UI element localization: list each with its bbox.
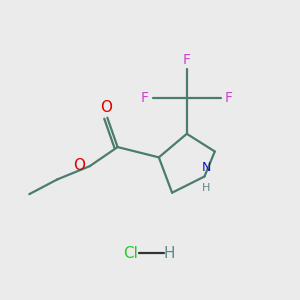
Text: F: F	[225, 92, 233, 106]
Text: H: H	[164, 246, 175, 261]
Text: N: N	[201, 161, 211, 174]
Text: Cl: Cl	[123, 246, 138, 261]
Text: O: O	[100, 100, 112, 115]
Text: O: O	[73, 158, 85, 173]
Text: H: H	[202, 183, 210, 193]
Text: F: F	[140, 92, 148, 106]
Text: F: F	[183, 53, 191, 67]
